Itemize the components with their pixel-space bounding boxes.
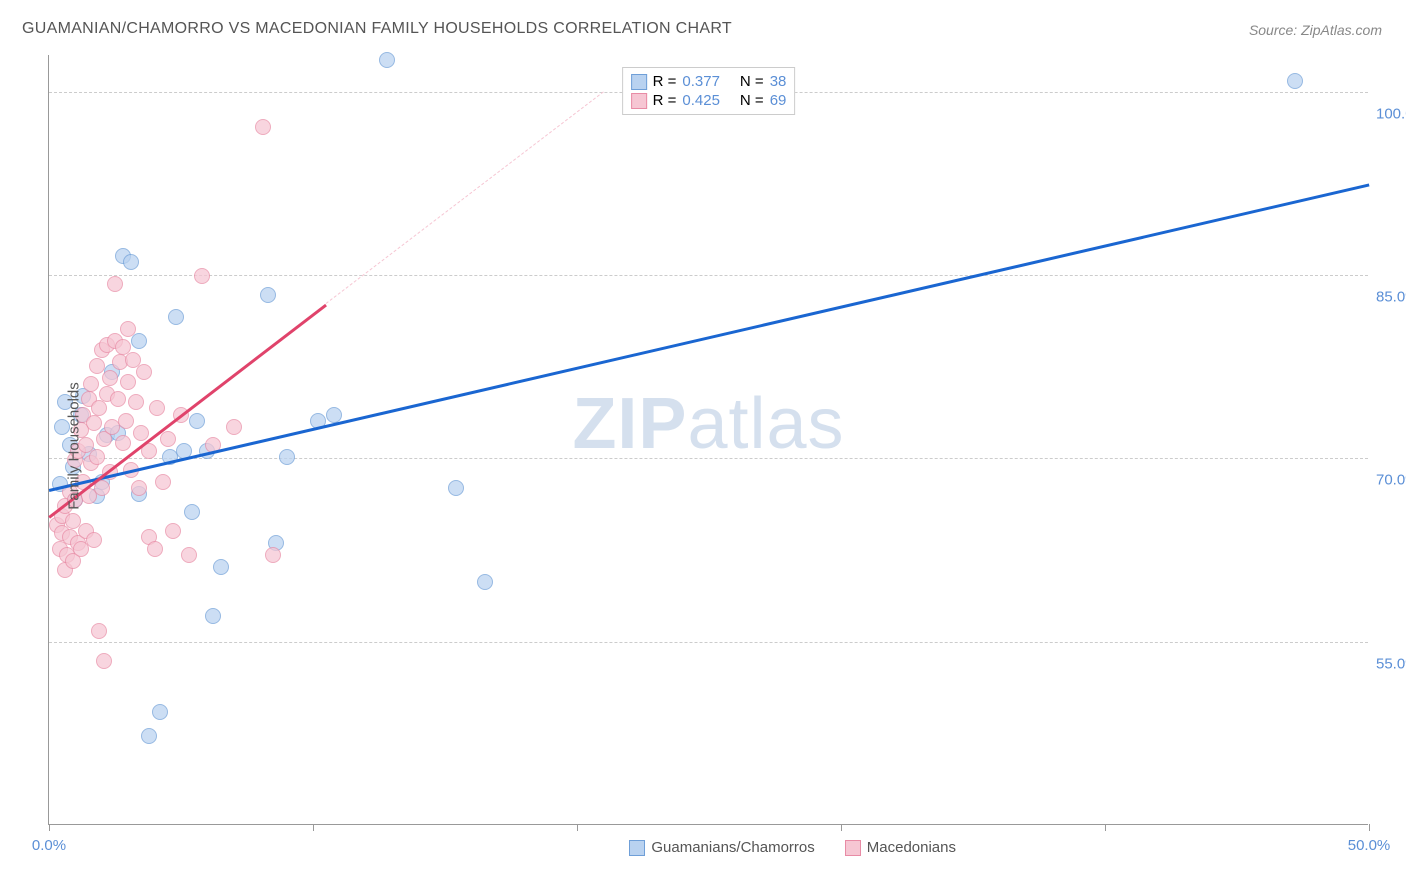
- x-tick: [577, 824, 578, 831]
- scatter-point: [205, 608, 221, 624]
- scatter-point: [477, 574, 493, 590]
- scatter-point: [133, 425, 149, 441]
- scatter-point: [379, 52, 395, 68]
- legend-r-value-1: 0.377: [682, 73, 720, 90]
- legend-label-2: Macedonians: [867, 839, 956, 856]
- scatter-point: [165, 523, 181, 539]
- y-tick-label: 100.0%: [1376, 105, 1406, 122]
- legend-series: Guamanians/Chamorros Macedonians: [629, 839, 956, 856]
- scatter-point: [1287, 73, 1303, 89]
- scatter-point: [91, 400, 107, 416]
- scatter-point: [260, 287, 276, 303]
- x-tick-label: 50.0%: [1348, 837, 1391, 854]
- scatter-point: [107, 276, 123, 292]
- x-tick-label: 0.0%: [32, 837, 66, 854]
- legend-r-value-2: 0.425: [682, 92, 720, 109]
- scatter-point: [149, 400, 165, 416]
- scatter-point: [181, 547, 197, 563]
- y-axis-label: Family Households: [65, 382, 82, 510]
- legend-row-series2: R = 0.425 N = 69: [631, 91, 787, 110]
- legend-n-value-2: 69: [770, 92, 787, 109]
- scatter-point: [168, 309, 184, 325]
- scatter-point: [160, 431, 176, 447]
- scatter-point: [115, 435, 131, 451]
- watermark: ZIPatlas: [572, 383, 844, 465]
- scatter-point: [226, 419, 242, 435]
- y-tick-label: 70.0%: [1376, 472, 1406, 489]
- chart-title: GUAMANIAN/CHAMORRO VS MACEDONIAN FAMILY …: [22, 20, 732, 38]
- legend-correlation: R = 0.377 N = 38 R = 0.425 N = 69: [622, 67, 796, 115]
- scatter-point: [89, 449, 105, 465]
- scatter-point: [96, 653, 112, 669]
- scatter-point: [136, 364, 152, 380]
- scatter-point: [194, 268, 210, 284]
- scatter-point: [86, 532, 102, 548]
- x-tick: [1369, 824, 1370, 831]
- legend-label-1: Guamanians/Chamorros: [651, 839, 814, 856]
- y-tick-label: 85.0%: [1376, 289, 1406, 306]
- legend-item-1: Guamanians/Chamorros: [629, 839, 814, 856]
- plot-area: ZIPatlas 55.0%70.0%85.0%100.0% 0.0%50.0%…: [48, 55, 1368, 825]
- trend-line-dash: [326, 92, 604, 304]
- legend-n-label: N =: [740, 73, 764, 90]
- scatter-point: [141, 728, 157, 744]
- trend-line: [49, 183, 1370, 491]
- scatter-point: [189, 413, 205, 429]
- scatter-point: [83, 376, 99, 392]
- scatter-point: [147, 541, 163, 557]
- legend-swatch-blue: [629, 840, 645, 856]
- scatter-point: [155, 474, 171, 490]
- scatter-point: [265, 547, 281, 563]
- x-tick: [49, 824, 50, 831]
- gridline: [49, 275, 1368, 276]
- source-label: Source: ZipAtlas.com: [1249, 22, 1382, 38]
- legend-r-label: R =: [653, 92, 677, 109]
- legend-item-2: Macedonians: [845, 839, 956, 856]
- scatter-point: [213, 559, 229, 575]
- scatter-point: [131, 480, 147, 496]
- y-tick-label: 55.0%: [1376, 655, 1406, 672]
- legend-n-value-1: 38: [770, 73, 787, 90]
- legend-swatch-blue: [631, 74, 647, 90]
- gridline: [49, 458, 1368, 459]
- scatter-point: [184, 504, 200, 520]
- scatter-point: [118, 413, 134, 429]
- scatter-point: [91, 623, 107, 639]
- scatter-point: [110, 391, 126, 407]
- scatter-point: [128, 394, 144, 410]
- scatter-point: [102, 370, 118, 386]
- scatter-point: [89, 358, 105, 374]
- scatter-point: [123, 254, 139, 270]
- legend-r-label: R =: [653, 73, 677, 90]
- scatter-point: [255, 119, 271, 135]
- scatter-point: [120, 374, 136, 390]
- legend-row-series1: R = 0.377 N = 38: [631, 72, 787, 91]
- legend-swatch-pink: [845, 840, 861, 856]
- x-tick: [313, 824, 314, 831]
- scatter-point: [86, 415, 102, 431]
- scatter-point: [120, 321, 136, 337]
- scatter-point: [279, 449, 295, 465]
- scatter-point: [152, 704, 168, 720]
- scatter-point: [326, 407, 342, 423]
- scatter-point: [131, 333, 147, 349]
- x-tick: [841, 824, 842, 831]
- scatter-point: [448, 480, 464, 496]
- legend-n-label: N =: [740, 92, 764, 109]
- legend-swatch-pink: [631, 93, 647, 109]
- gridline: [49, 642, 1368, 643]
- x-tick: [1105, 824, 1106, 831]
